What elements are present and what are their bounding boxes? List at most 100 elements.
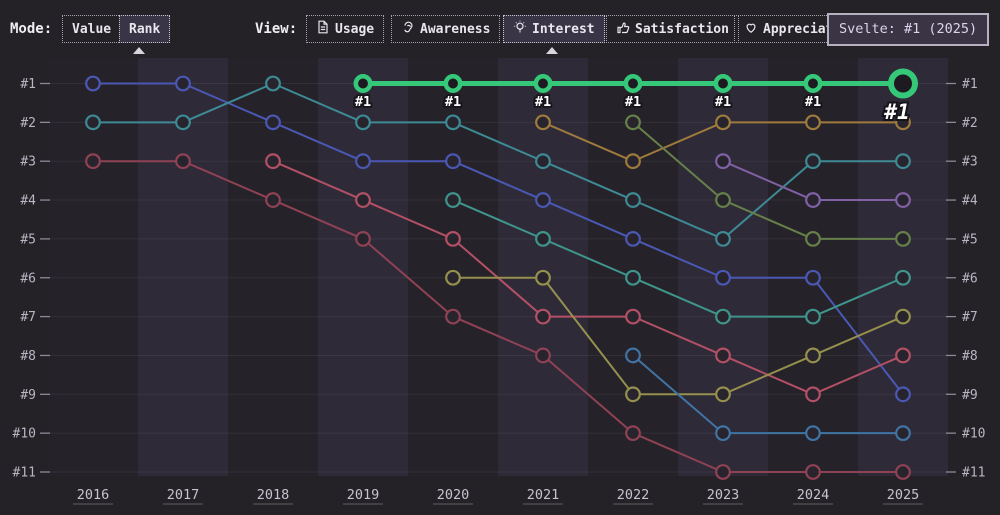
mode-option-rank[interactable]: Rank: [119, 15, 171, 43]
data-point: [625, 230, 641, 247]
year-label: 2018: [257, 487, 290, 503]
data-point: [805, 386, 821, 403]
view-label: View:: [255, 21, 298, 37]
data-point: [713, 74, 733, 93]
data-point: [805, 114, 821, 131]
rank-axis-label-right: #7: [962, 310, 978, 325]
rank-axis-label-right: #10: [962, 427, 985, 442]
data-point: [533, 74, 553, 93]
data-point: [895, 347, 911, 364]
mode-label: Mode:: [10, 21, 53, 37]
data-point: [625, 425, 641, 442]
view-option-satisfaction[interactable]: Satisfaction: [606, 15, 739, 43]
rank-axis-label-right: #2: [962, 116, 978, 131]
data-point: [715, 114, 731, 131]
mode-option-value[interactable]: Value: [62, 15, 122, 43]
data-point: [715, 425, 731, 442]
data-point: [715, 308, 731, 325]
data-point: [625, 347, 641, 364]
series-svelte[interactable]: [353, 68, 918, 99]
data-point: [623, 74, 643, 93]
view-option-awareness[interactable]: Awareness: [391, 15, 501, 43]
year-label: 2017: [167, 487, 200, 503]
data-point: [895, 464, 911, 480]
rank-axis-label-right: #9: [962, 388, 978, 403]
view-option-satisfaction-label: Satisfaction: [635, 21, 729, 37]
svg-text:#1: #1: [625, 94, 641, 110]
year-label: 2019: [347, 487, 380, 503]
series-maroon[interactable]: [85, 153, 911, 480]
rank-axis-label-left: #3: [20, 155, 36, 170]
year-label: 2023: [707, 487, 740, 503]
series-steel-blue[interactable]: [625, 347, 911, 442]
svg-text:#1: #1: [535, 94, 551, 110]
data-point: [895, 269, 911, 286]
year-label: 2021: [527, 487, 560, 503]
data-point: [805, 269, 821, 286]
svg-text:#1: #1: [805, 94, 821, 110]
data-point: [445, 308, 461, 325]
data-point: [805, 347, 821, 364]
data-point: [535, 308, 551, 325]
data-point: [715, 192, 731, 208]
data-point: [535, 347, 551, 364]
mode-option-rank-label: Rank: [129, 21, 161, 37]
data-point: [175, 114, 191, 131]
data-point: [803, 74, 823, 93]
data-point: [715, 347, 731, 364]
selected-view-marker: [546, 47, 558, 54]
data-point: [355, 153, 371, 170]
year-label: 2025: [887, 487, 920, 503]
data-point: [895, 153, 911, 170]
view-option-usage-label: Usage: [335, 21, 375, 37]
rank-axis-label-left: #10: [13, 427, 36, 442]
series-orange[interactable]: [535, 114, 911, 170]
data-point: [85, 114, 101, 131]
data-point: [715, 269, 731, 286]
series-sage-green[interactable]: [625, 114, 911, 247]
selected-mode-marker: [133, 47, 145, 54]
rank-axis-label-right: #3: [962, 155, 978, 170]
data-point: [355, 192, 371, 208]
view-option-interest[interactable]: Interest: [503, 15, 605, 43]
rank-axis-label-right: #11: [962, 466, 985, 481]
data-point: [805, 464, 821, 480]
series-indigo-blue[interactable]: [85, 75, 911, 403]
data-point: [445, 230, 461, 247]
data-point: [355, 114, 371, 131]
data-point: [355, 230, 371, 247]
series-rose[interactable]: [265, 153, 911, 403]
svg-text:#1: #1: [883, 100, 909, 124]
year-label: 2016: [77, 487, 110, 503]
data-point: [625, 114, 641, 131]
svg-text:#1: #1: [715, 94, 731, 110]
data-point: [535, 230, 551, 247]
data-point: [625, 153, 641, 170]
data-point: [445, 192, 461, 208]
rank-axis-label-right: #6: [962, 271, 978, 286]
view-option-usage[interactable]: Usage: [306, 15, 385, 43]
data-point: [265, 114, 281, 131]
series-sea-teal[interactable]: [445, 192, 911, 325]
data-point: [715, 230, 731, 247]
data-point: [895, 386, 911, 403]
svg-text:#1: #1: [445, 94, 461, 110]
data-point: [445, 114, 461, 131]
lightbulb-icon: [513, 20, 527, 38]
rank-axis-label-left: #6: [20, 271, 36, 286]
series-teal[interactable]: [85, 75, 911, 247]
rank-axis-label-left: #8: [20, 349, 36, 364]
year-axis[interactable]: 2016 2017 2018 2019 2020 2021 2022 2023 2024 2025: [73, 487, 923, 505]
rank-axis-label-left: #1: [20, 77, 36, 92]
series-purple[interactable]: [715, 153, 911, 208]
data-point: [625, 269, 641, 286]
data-point: [805, 425, 821, 442]
data-point: [715, 464, 731, 480]
data-point: [895, 192, 911, 208]
rank-axis-label-right: #4: [962, 194, 978, 209]
data-point: [715, 153, 731, 170]
hover-tooltip: Svelte: #1 (2025): [827, 13, 990, 46]
year-bands: [48, 58, 948, 476]
